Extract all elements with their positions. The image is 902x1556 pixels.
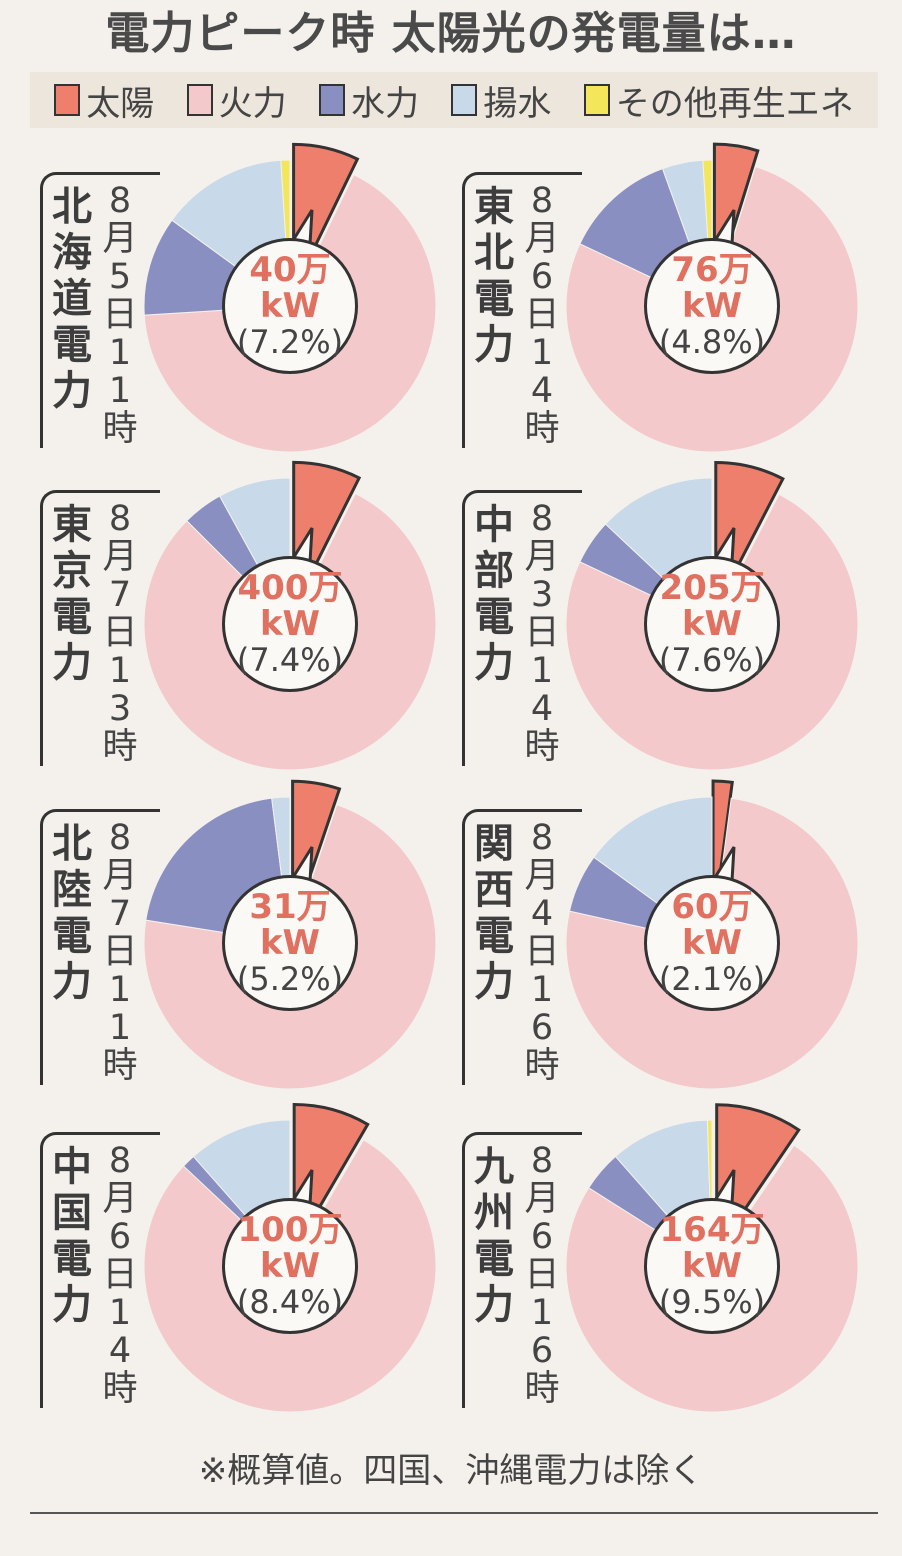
solar-percentage: (7.6%) xyxy=(658,641,766,679)
solar-callout: 40万 kW (7.2%) xyxy=(222,238,358,374)
solar-amount: 205万 xyxy=(659,568,765,608)
region-name: 北海道電力 xyxy=(52,184,92,414)
solar-percentage: (2.1%) xyxy=(658,960,766,998)
legend-label-hydro: 水力 xyxy=(350,83,419,124)
solar-unit: kW xyxy=(681,923,743,963)
solar-amount: 60万 xyxy=(671,887,753,927)
solar-amount: 164万 xyxy=(659,1210,765,1250)
solar-unit: kW xyxy=(259,1246,321,1286)
legend-item-solar: 太陽 xyxy=(54,76,154,125)
legend-swatch-hydro xyxy=(318,84,345,116)
solar-percentage: (8.4%) xyxy=(236,1283,344,1321)
footnote: ※概算値。四国、沖縄電力は除く xyxy=(198,1451,704,1491)
legend-label-pumped: 揚水 xyxy=(483,83,552,124)
solar-unit: kW xyxy=(259,604,321,644)
solar-unit: kW xyxy=(681,286,743,326)
solar-percentage: (5.2%) xyxy=(236,960,344,998)
region-name: 東京電力 xyxy=(52,502,92,686)
chart-title: 電力ピーク時 太陽光の発電量は… xyxy=(105,8,797,59)
date-label: 8月6日14時 xyxy=(524,181,560,449)
solar-unit: kW xyxy=(681,604,743,644)
legend-item-hydro: 水力 xyxy=(318,76,419,125)
region-name: 九州電力 xyxy=(474,1144,514,1328)
legend: 太陽 火力 水力 揚水 その他再生エネ xyxy=(30,72,878,128)
solar-amount: 100万 xyxy=(237,1210,343,1250)
legend-item-pumped: 揚水 xyxy=(451,76,551,125)
panel-frame xyxy=(40,1132,160,1408)
solar-percentage: (7.4%) xyxy=(236,641,344,679)
panel-frame xyxy=(40,490,160,766)
panel-frame xyxy=(462,1132,582,1408)
solar-amount: 40万 xyxy=(249,250,331,290)
date-label: 8月6日16時 xyxy=(524,1141,560,1409)
legend-item-other-renewable: その他再生エネ xyxy=(583,76,854,125)
solar-unit: kW xyxy=(259,923,321,963)
solar-callout: 31万 kW (5.2%) xyxy=(222,875,358,1011)
solar-percentage: (4.8%) xyxy=(658,323,766,361)
region-name: 東北電力 xyxy=(474,184,514,368)
solar-callout: 60万 kW (2.1%) xyxy=(644,875,780,1011)
solar-amount: 31万 xyxy=(249,887,331,927)
solar-unit: kW xyxy=(681,1246,743,1286)
solar-callout: 100万 kW (8.4%) xyxy=(222,1198,358,1334)
legend-swatch-solar xyxy=(54,84,81,116)
solar-callout: 164万 kW (9.5%) xyxy=(644,1198,780,1334)
panel-frame xyxy=(40,809,160,1085)
date-label: 8月3日14時 xyxy=(524,499,560,767)
legend-swatch-other-renewable xyxy=(583,84,610,116)
solar-amount: 400万 xyxy=(237,568,343,608)
solar-callout: 400万 kW (7.4%) xyxy=(222,556,358,692)
panel-frame xyxy=(462,172,582,448)
solar-amount: 76万 xyxy=(671,250,753,290)
legend-label-thermal: 火力 xyxy=(218,83,287,124)
bottom-divider xyxy=(30,1512,878,1514)
panel-frame xyxy=(462,490,582,766)
legend-label-solar: 太陽 xyxy=(86,83,155,124)
panel-frame xyxy=(462,809,582,1085)
solar-callout: 205万 kW (7.6%) xyxy=(644,556,780,692)
date-label: 8月5日11時 xyxy=(102,181,138,449)
legend-swatch-thermal xyxy=(186,84,213,116)
solar-percentage: (9.5%) xyxy=(658,1283,766,1321)
solar-percentage: (7.2%) xyxy=(236,323,344,361)
panel-frame xyxy=(40,172,160,448)
legend-item-thermal: 火力 xyxy=(186,76,287,125)
region-name: 中国電力 xyxy=(52,1144,92,1328)
legend-label-other-renewable: その他再生エネ xyxy=(615,83,854,124)
region-name: 関西電力 xyxy=(474,821,514,1005)
date-label: 8月7日13時 xyxy=(102,499,138,767)
region-name: 北陸電力 xyxy=(52,821,92,1005)
date-label: 8月7日11時 xyxy=(102,818,138,1086)
solar-unit: kW xyxy=(259,286,321,326)
date-label: 8月6日14時 xyxy=(102,1141,138,1409)
solar-callout: 76万 kW (4.8%) xyxy=(644,238,780,374)
region-name: 中部電力 xyxy=(474,502,514,686)
date-label: 8月4日16時 xyxy=(524,818,560,1086)
legend-swatch-pumped xyxy=(451,84,478,116)
